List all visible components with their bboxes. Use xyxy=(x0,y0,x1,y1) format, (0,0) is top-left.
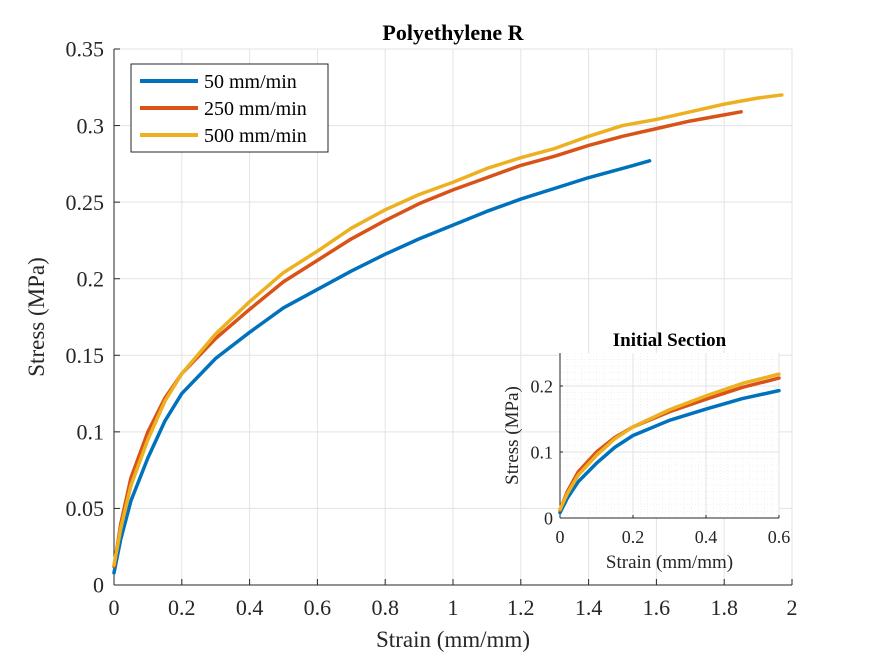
chart-title: Initial Section xyxy=(613,330,727,351)
x-tick-label: 0.2 xyxy=(168,595,196,620)
legend: 50 mm/min 250 mm/min 500 mm/min xyxy=(130,63,329,153)
y-tick-label: 0.15 xyxy=(66,343,105,368)
inset-plot: 0 0.2 0.4 0.6 0 0.1 0.2 Strain (mm/mm) Stress (M… xyxy=(502,330,790,573)
y-tick-label: 0.1 xyxy=(531,442,554,462)
main-plot: 0 0.2 0.4 0.6 0.8 1 1.2 1.4 1.6 1.8 200.050.10.150… xyxy=(24,20,798,652)
x-tick-label: 1.6 xyxy=(643,595,671,620)
y-axis-label: Stress (MPa) xyxy=(24,257,49,376)
series-line-0 xyxy=(112,159,652,575)
x-tick-label: 1.8 xyxy=(710,595,738,620)
x-tick-label: 0.6 xyxy=(304,595,332,620)
x-tick-label: 0 xyxy=(109,595,120,620)
y-tick-label: 0.1 xyxy=(77,420,105,445)
legend-entry-label: 50 mm/min xyxy=(204,71,297,93)
y-tick-label: 0.2 xyxy=(77,266,105,291)
series-line-2 xyxy=(112,93,784,567)
x-tick-label: 0.2 xyxy=(622,527,645,547)
x-tick-label: 2 xyxy=(787,595,798,620)
x-axis-label: Strain (mm/mm) xyxy=(376,627,530,652)
y-axis-label: Stress (MPa) xyxy=(502,386,523,485)
series-line-1 xyxy=(112,110,743,569)
x-tick-label: 0.6 xyxy=(768,527,791,547)
y-tick-label: 0.35 xyxy=(66,37,105,62)
y-tick-label: 0.3 xyxy=(77,113,105,138)
x-tick-label: 1 xyxy=(448,595,459,620)
y-tick-label: 0.05 xyxy=(66,496,105,521)
legend-entry-label: 250 mm/min xyxy=(204,98,307,120)
y-tick-label: 0 xyxy=(544,508,553,528)
legend-entry-label: 500 mm/min xyxy=(204,125,307,147)
x-axis-label: Strain (mm/mm) xyxy=(606,552,733,573)
y-tick-label: 0.2 xyxy=(531,376,554,396)
x-tick-label: 0.4 xyxy=(695,527,718,547)
series-line-2 xyxy=(558,372,781,512)
x-tick-label: 1.2 xyxy=(507,595,535,620)
series-line-0 xyxy=(558,388,781,515)
y-tick-label: 0 xyxy=(93,573,104,598)
y-tick-label: 0.25 xyxy=(66,190,105,215)
chart-title: Polyethylene R xyxy=(382,20,524,45)
x-tick-label: 0 xyxy=(556,527,565,547)
x-tick-label: 0.4 xyxy=(236,595,264,620)
x-tick-label: 0.8 xyxy=(371,595,399,620)
x-tick-label: 1.4 xyxy=(575,595,603,620)
